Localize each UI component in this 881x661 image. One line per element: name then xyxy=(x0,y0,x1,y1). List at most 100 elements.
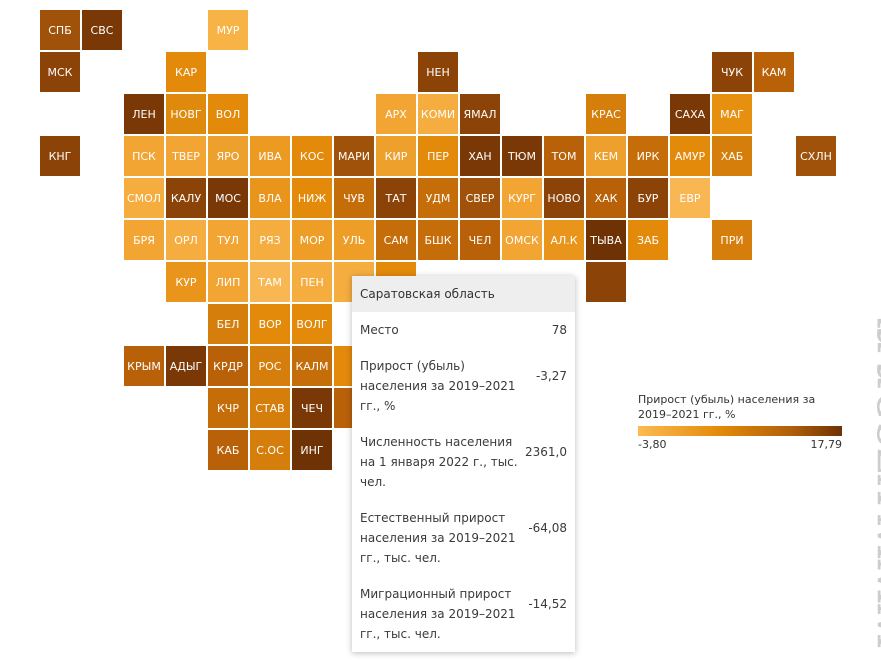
region-tile[interactable]: СХЛН xyxy=(796,136,836,176)
region-code: ТАМ xyxy=(258,275,282,289)
region-tile[interactable]: МАГ xyxy=(712,94,752,134)
region-code: МОР xyxy=(299,233,325,247)
tooltip-row-label: Численность населения на 1 января 2022 г… xyxy=(360,435,518,489)
region-code: СХЛН xyxy=(800,149,832,163)
region-tile[interactable]: КОС xyxy=(292,136,332,176)
region-tile[interactable]: КУР xyxy=(166,262,206,302)
region-tile[interactable]: НЕН xyxy=(418,52,458,92)
region-tile[interactable]: БШК xyxy=(418,220,458,260)
region-tile[interactable]: КЧР xyxy=(208,388,248,428)
region-tile[interactable]: СМОЛ xyxy=(124,178,164,218)
legend-max-label: 17,79 xyxy=(810,438,843,451)
region-tile[interactable]: КАЛУ xyxy=(166,178,206,218)
region-tile[interactable]: МАРИ xyxy=(334,136,374,176)
region-tile[interactable]: ПЕР xyxy=(418,136,458,176)
region-tile[interactable]: МУР xyxy=(208,10,248,50)
region-tile[interactable]: РОС xyxy=(250,346,290,386)
region-tile[interactable]: МОС xyxy=(208,178,248,218)
region-tile[interactable]: ПЕН xyxy=(292,262,332,302)
region-code: САХА xyxy=(674,107,706,121)
region-code: СПБ xyxy=(48,23,72,37)
region-tile[interactable]: АДЫГ xyxy=(166,346,206,386)
region-tile[interactable]: ПРИ xyxy=(712,220,752,260)
region-code: СВС xyxy=(90,23,114,37)
region-tile[interactable]: КРДР xyxy=(208,346,248,386)
region-code: ЧЕЛ xyxy=(468,233,492,247)
region-code: ЯРО xyxy=(216,149,240,163)
region-tile[interactable]: ХАБ xyxy=(712,136,752,176)
region-tile[interactable]: СВЕР xyxy=(460,178,500,218)
region-tile[interactable]: С.ОС xyxy=(250,430,290,470)
region-tile[interactable]: ВОЛГ xyxy=(292,304,332,344)
region-tile[interactable]: ЧЕЛ xyxy=(460,220,500,260)
region-tile[interactable]: НОВО xyxy=(544,178,584,218)
region-tile[interactable]: АЛ.К xyxy=(544,220,584,260)
region-tile[interactable]: КАБ xyxy=(208,430,248,470)
region-tile[interactable]: НОВГ xyxy=(166,94,206,134)
region-tile[interactable]: ЯРО xyxy=(208,136,248,176)
region-tile[interactable]: ХАН xyxy=(460,136,500,176)
region-tile[interactable]: САМ xyxy=(376,220,416,260)
region-tile[interactable]: ЛИП xyxy=(208,262,248,302)
region-tile[interactable]: ЧЕЧ xyxy=(292,388,332,428)
region-tile[interactable]: УДМ xyxy=(418,178,458,218)
region-tile[interactable]: КУРГ xyxy=(502,178,542,218)
region-tile[interactable]: ОРЛ xyxy=(166,220,206,260)
region-tile[interactable]: КАМ xyxy=(754,52,794,92)
region-tile[interactable]: ЧУВ xyxy=(334,178,374,218)
region-tile[interactable]: КОМИ xyxy=(418,94,458,134)
region-tile[interactable]: ХАК xyxy=(586,178,626,218)
region-tile[interactable]: КНГ xyxy=(40,136,80,176)
region-tile[interactable]: УЛЬ xyxy=(334,220,374,260)
region-tile[interactable]: РЯЗ xyxy=(250,220,290,260)
region-tile[interactable]: КЕМ xyxy=(586,136,626,176)
region-tile[interactable]: ПСК xyxy=(124,136,164,176)
region-tile[interactable]: ИРК xyxy=(628,136,668,176)
region-tile[interactable]: КРЫМ xyxy=(124,346,164,386)
region-tile[interactable]: ВОЛ xyxy=(208,94,248,134)
region-tile[interactable]: ТЫВА xyxy=(586,220,626,260)
region-tile[interactable]: МОР xyxy=(292,220,332,260)
region-tile[interactable] xyxy=(586,262,626,302)
region-code: КАР xyxy=(175,65,197,79)
region-tile[interactable]: КАР xyxy=(166,52,206,92)
region-tile[interactable]: СВС xyxy=(82,10,122,50)
region-tile[interactable]: ИНГ xyxy=(292,430,332,470)
region-tile[interactable]: НИЖ xyxy=(292,178,332,218)
region-tile[interactable]: ТАТ xyxy=(376,178,416,218)
region-tile[interactable]: СТАВ xyxy=(250,388,290,428)
region-code: ВОЛГ xyxy=(296,317,328,331)
region-tile[interactable]: САХА xyxy=(670,94,710,134)
legend-min-label: -3,80 xyxy=(638,438,667,451)
region-tile[interactable]: ТВЕР xyxy=(166,136,206,176)
region-tile[interactable]: ЯМАЛ xyxy=(460,94,500,134)
region-code: ЧУК xyxy=(720,65,744,79)
region-tile[interactable]: ТЮМ xyxy=(502,136,542,176)
tooltip-row-value: -3,27 xyxy=(535,369,567,383)
region-code: ТУЛ xyxy=(217,233,239,247)
region-tile[interactable]: ЕВР xyxy=(670,178,710,218)
region-tile[interactable]: СПБ xyxy=(40,10,80,50)
region-tile[interactable]: МСК xyxy=(40,52,80,92)
region-tile[interactable]: ТАМ xyxy=(250,262,290,302)
region-tile[interactable]: БУР xyxy=(628,178,668,218)
region-code: СВЕР xyxy=(465,191,495,205)
region-tile[interactable]: АМУР xyxy=(670,136,710,176)
region-tile[interactable]: ТУЛ xyxy=(208,220,248,260)
region-tile[interactable]: КАЛМ xyxy=(292,346,332,386)
region-tile[interactable]: ВЛА xyxy=(250,178,290,218)
region-tile[interactable]: ИВА xyxy=(250,136,290,176)
region-code: ТАТ xyxy=(385,191,407,205)
region-tile[interactable]: БЕЛ xyxy=(208,304,248,344)
region-tile[interactable]: ОМСК xyxy=(502,220,542,260)
region-tile[interactable]: ТОМ xyxy=(544,136,584,176)
region-tile[interactable]: ЧУК xyxy=(712,52,752,92)
region-tile[interactable]: ВОР xyxy=(250,304,290,344)
region-code: МАГ xyxy=(720,107,744,121)
region-tile[interactable]: АРХ xyxy=(376,94,416,134)
region-tile[interactable]: ЗАБ xyxy=(628,220,668,260)
region-tile[interactable]: КИР xyxy=(376,136,416,176)
region-tile[interactable]: БРЯ xyxy=(124,220,164,260)
region-tile[interactable]: ЛЕН xyxy=(124,94,164,134)
region-tile[interactable]: КРАС xyxy=(586,94,626,134)
